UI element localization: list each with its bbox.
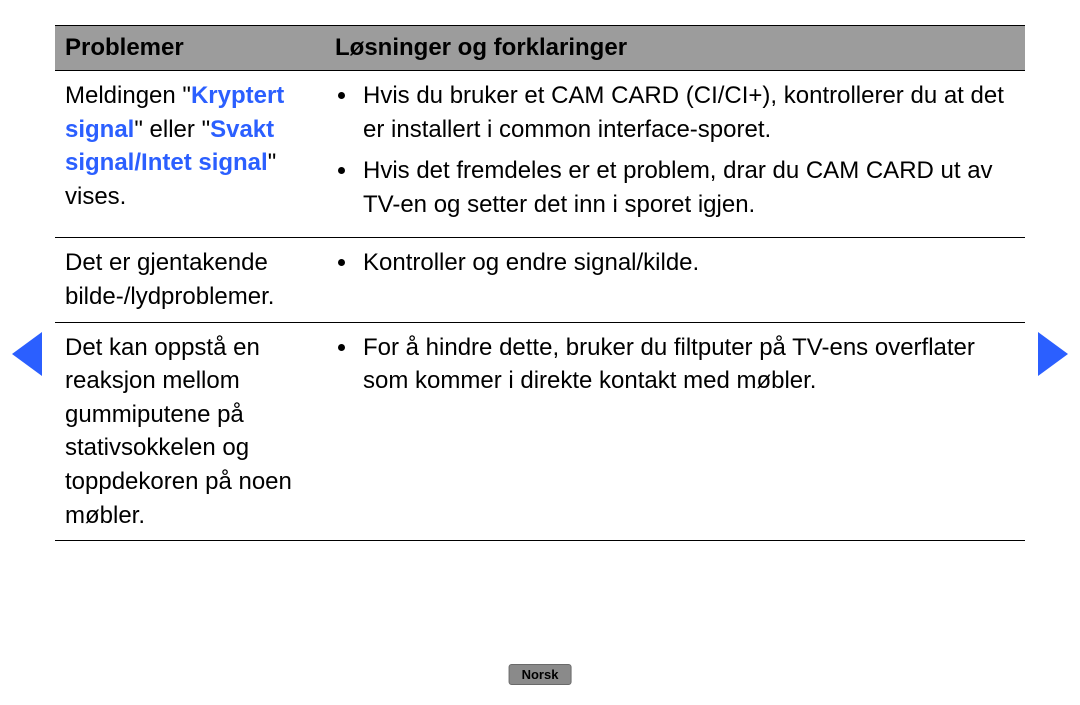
table-row: Det er gjentakende bilde-/lydproblemer. … <box>55 238 1025 322</box>
solution-cell: For å hindre dette, bruker du filtputer … <box>325 322 1025 541</box>
solution-cell: Kontroller og endre signal/kilde. <box>325 238 1025 322</box>
language-badge: Norsk <box>509 664 572 685</box>
solution-item: Hvis det fremdeles er et problem, drar d… <box>359 154 1015 221</box>
solution-list: Hvis du bruker et CAM CARD (CI/CI+), kon… <box>335 79 1015 221</box>
nav-prev-button[interactable] <box>8 330 48 378</box>
troubleshoot-table: Problemer Løsninger og forklaringer Meld… <box>55 25 1025 541</box>
triangle-right-icon <box>1032 330 1072 378</box>
header-solutions: Løsninger og forklaringer <box>325 26 1025 71</box>
problem-text-pre: Meldingen " <box>65 82 191 109</box>
nav-next-button[interactable] <box>1032 330 1072 378</box>
table-row: Meldingen "Kryptert signal" eller "Svakt… <box>55 71 1025 238</box>
problem-text-mid: " eller " <box>134 116 210 143</box>
solution-list: Kontroller og endre signal/kilde. <box>335 246 1015 280</box>
solution-item: Hvis du bruker et CAM CARD (CI/CI+), kon… <box>359 79 1015 146</box>
table-row: Det kan oppstå en reaksjon mellom gummip… <box>55 322 1025 541</box>
problem-cell: Det er gjentakende bilde-/lydproblemer. <box>55 238 325 322</box>
solution-item: Kontroller og endre signal/kilde. <box>359 246 1015 280</box>
problem-cell: Meldingen "Kryptert signal" eller "Svakt… <box>55 71 325 238</box>
content-page: Problemer Løsninger og forklaringer Meld… <box>55 25 1025 541</box>
solution-cell: Hvis du bruker et CAM CARD (CI/CI+), kon… <box>325 71 1025 238</box>
solution-item: For å hindre dette, bruker du filtputer … <box>359 331 1015 398</box>
header-problems: Problemer <box>55 26 325 71</box>
table-header-row: Problemer Løsninger og forklaringer <box>55 26 1025 71</box>
problem-cell: Det kan oppstå en reaksjon mellom gummip… <box>55 322 325 541</box>
triangle-left-icon <box>8 330 48 378</box>
solution-list: For å hindre dette, bruker du filtputer … <box>335 331 1015 398</box>
